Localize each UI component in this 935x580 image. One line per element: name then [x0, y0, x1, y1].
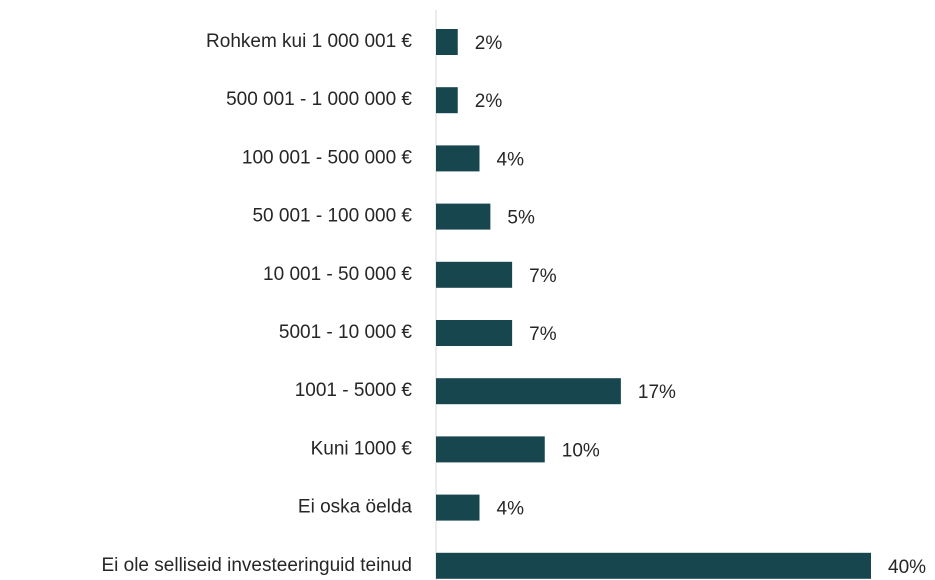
bar	[436, 203, 491, 230]
value-label: 5%	[507, 208, 535, 229]
value-label: 40%	[888, 557, 926, 578]
value-label: 2%	[475, 91, 503, 112]
category-label: 50 001 - 100 000 €	[252, 206, 412, 227]
category-label: Rohkem kui 1 000 001 €	[206, 31, 412, 52]
category-label: 500 001 - 1 000 000 €	[226, 89, 412, 110]
category-label: 10 001 - 50 000 €	[263, 264, 412, 285]
value-label: 2%	[475, 33, 503, 54]
value-label: 10%	[562, 440, 600, 461]
bar	[436, 378, 621, 405]
value-label: 7%	[529, 324, 557, 345]
category-label: 1001 - 5000 €	[295, 380, 413, 401]
value-label: 7%	[529, 266, 557, 287]
bar	[436, 145, 480, 172]
category-label: Kuni 1000 €	[311, 438, 413, 459]
bar	[436, 261, 513, 288]
bar	[436, 87, 458, 114]
bar	[436, 29, 458, 55]
category-label: Ei oska öelda	[298, 497, 413, 518]
value-label: 4%	[497, 499, 525, 520]
category-label: Ei ole selliseid investeeringuid teinud	[101, 555, 412, 576]
bar	[436, 436, 545, 463]
bar	[436, 552, 871, 579]
value-label: 4%	[497, 149, 525, 170]
bar	[436, 494, 480, 521]
value-label: 17%	[638, 382, 676, 403]
bar	[436, 320, 513, 346]
category-label: 5001 - 10 000 €	[279, 322, 413, 343]
category-label: 100 001 - 500 000 €	[242, 147, 413, 168]
